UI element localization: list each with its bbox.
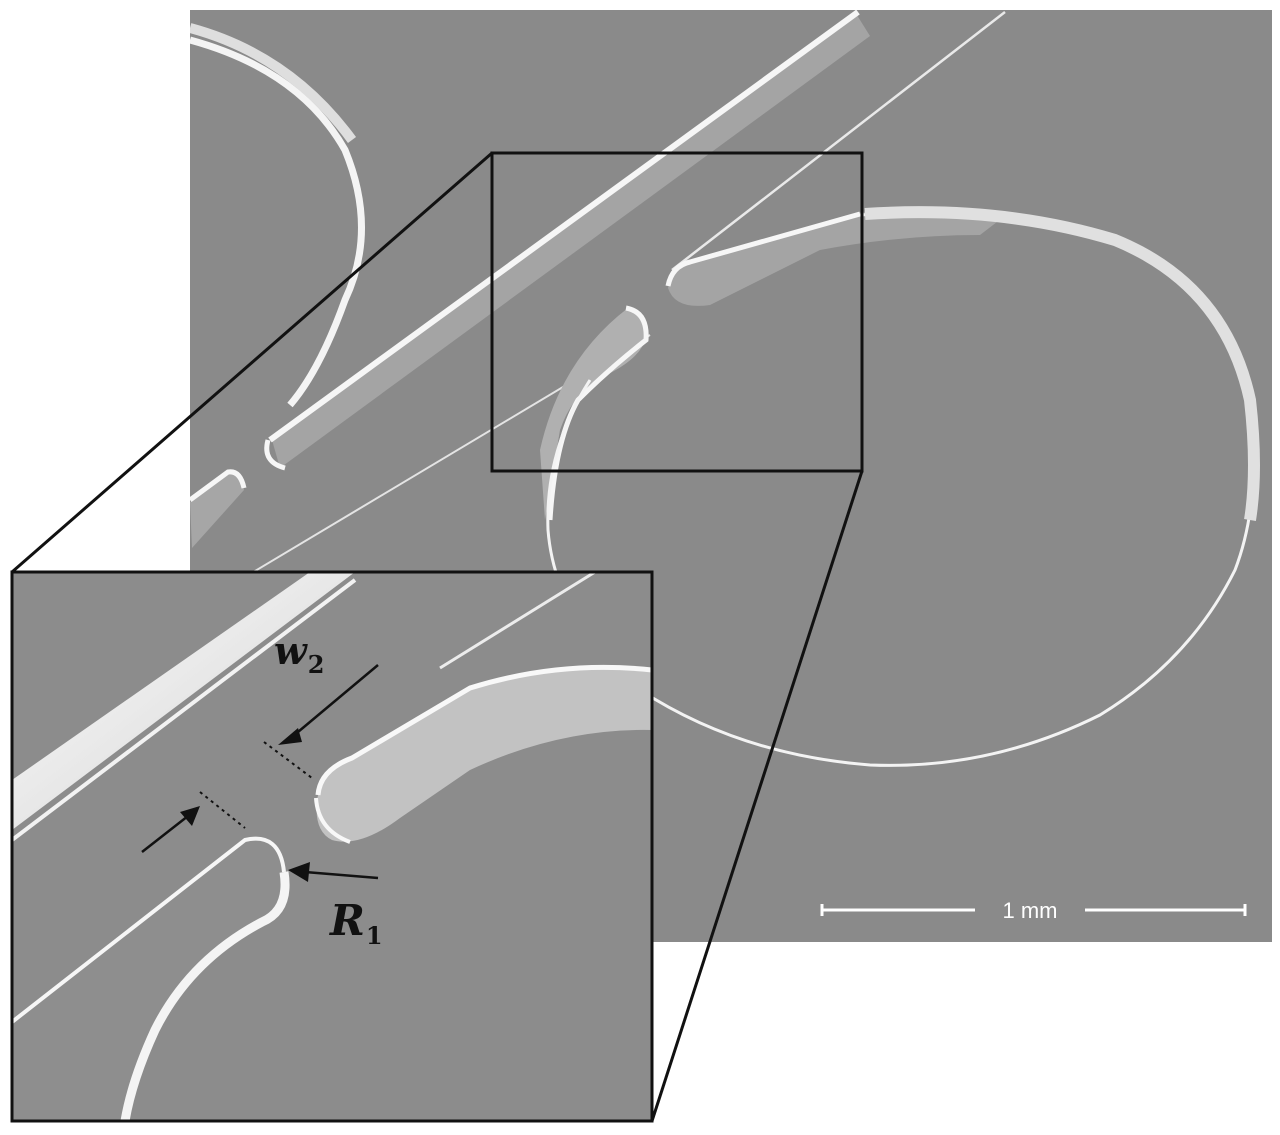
w2-dimension-marker	[263, 664, 379, 779]
inset-thin-wire	[439, 572, 596, 670]
scale-bar-label: 1 mm	[1002, 898, 1058, 923]
zoom-connector-lines	[11, 151, 864, 1122]
w2-label: w2	[274, 628, 324, 679]
right-electrode	[665, 208, 1010, 306]
inset-zoom-image	[10, 570, 654, 1123]
r1-label: R1	[330, 896, 383, 950]
w2-subscript: 2	[307, 650, 325, 679]
upper-left-circular-pad	[190, 23, 365, 408]
inset-upper-ridge	[12, 572, 357, 842]
inset-right-electrode	[314, 664, 652, 844]
upper-ridge	[264, 10, 870, 471]
gap-arrow-marker	[141, 791, 246, 853]
zoom-region-box	[490, 151, 864, 473]
left-electrode-tip	[540, 305, 649, 521]
r1-symbol: R	[330, 896, 365, 945]
scale-bar	[820, 904, 1247, 916]
inset-border	[10, 570, 654, 1123]
r1-radius-marker	[288, 862, 379, 882]
r1-subscript: 1	[365, 921, 383, 950]
left-ridge-stub	[190, 469, 247, 548]
inset-left-electrode	[12, 836, 290, 1121]
w2-symbol: w	[274, 628, 307, 673]
